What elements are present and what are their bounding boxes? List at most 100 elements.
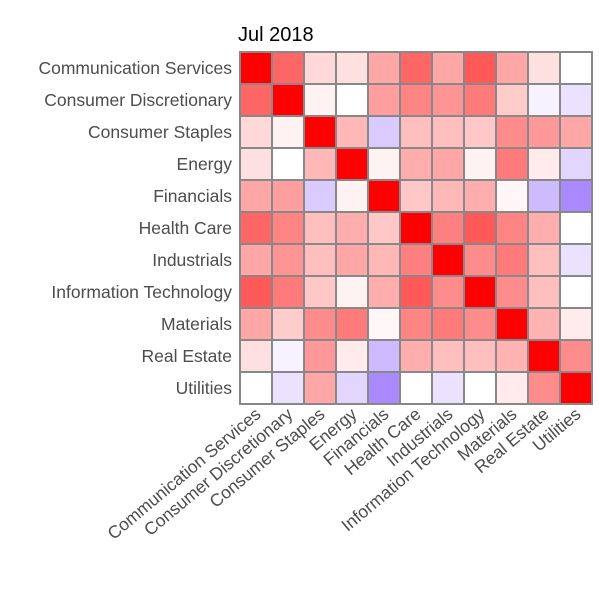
heatmap-cell-consumer-staples-x-consumer-staples xyxy=(303,115,337,149)
heatmap-cell-utilities-x-health-care xyxy=(399,371,433,405)
heatmap-cell-financials-x-energy xyxy=(335,179,369,213)
heatmap-cell-communication-services-x-industrials xyxy=(431,51,465,85)
y-tick-label-financials: Financials xyxy=(153,186,232,206)
heatmap-cell-information-technology-x-real-estate xyxy=(527,275,561,309)
heatmap-cell-consumer-staples-x-materials xyxy=(495,115,529,149)
heatmap-cell-real-estate-x-communication-services xyxy=(239,339,273,373)
heatmap-cell-consumer-discretionary-x-financials xyxy=(367,83,401,117)
heatmap-cell-materials-x-communication-services xyxy=(239,307,273,341)
y-tick-label-real-estate: Real Estate xyxy=(142,346,232,366)
heatmap-cell-communication-services-x-health-care xyxy=(399,51,433,85)
heatmap-cell-information-technology-x-information-technology xyxy=(463,275,497,309)
heatmap-cell-consumer-staples-x-real-estate xyxy=(527,115,561,149)
heatmap-cell-health-care-x-utilities xyxy=(559,211,593,245)
heatmap-cells xyxy=(239,51,593,405)
heatmap-cell-real-estate-x-financials xyxy=(367,339,401,373)
y-tick-label-industrials: Industrials xyxy=(152,250,232,270)
heatmap-cell-utilities-x-financials xyxy=(367,371,401,405)
heatmap-cell-consumer-discretionary-x-consumer-staples xyxy=(303,83,337,117)
heatmap-cell-real-estate-x-real-estate xyxy=(527,339,561,373)
heatmap-cell-industrials-x-real-estate xyxy=(527,243,561,277)
heatmap-cell-consumer-discretionary-x-energy xyxy=(335,83,369,117)
y-tick-label-information-technology: Information Technology xyxy=(51,282,232,302)
heatmap-cell-utilities-x-utilities xyxy=(559,371,593,405)
heatmap-cell-health-care-x-financials xyxy=(367,211,401,245)
heatmap-cell-financials-x-real-estate xyxy=(527,179,561,213)
heatmap-cell-materials-x-financials xyxy=(367,307,401,341)
heatmap-cell-real-estate-x-consumer-staples xyxy=(303,339,337,373)
heatmap-cell-health-care-x-energy xyxy=(335,211,369,245)
heatmap-cell-financials-x-information-technology xyxy=(463,179,497,213)
heatmap-cell-energy-x-materials xyxy=(495,147,529,181)
heatmap-cell-communication-services-x-materials xyxy=(495,51,529,85)
heatmap-cell-consumer-discretionary-x-communication-services xyxy=(239,83,273,117)
heatmap-cell-materials-x-consumer-staples xyxy=(303,307,337,341)
heatmap-cell-real-estate-x-industrials xyxy=(431,339,465,373)
heatmap-cell-real-estate-x-utilities xyxy=(559,339,593,373)
heatmap-cell-consumer-discretionary-x-materials xyxy=(495,83,529,117)
heatmap-cell-energy-x-consumer-discretionary xyxy=(271,147,305,181)
heatmap-cell-real-estate-x-energy xyxy=(335,339,369,373)
heatmap-cell-information-technology-x-consumer-discretionary xyxy=(271,275,305,309)
heatmap-cell-consumer-staples-x-utilities xyxy=(559,115,593,149)
y-tick-label-consumer-staples: Consumer Staples xyxy=(88,122,232,142)
y-tick-label-energy: Energy xyxy=(177,154,233,174)
heatmap-cell-energy-x-financials xyxy=(367,147,401,181)
heatmap-cell-industrials-x-information-technology xyxy=(463,243,497,277)
heatmap-cell-financials-x-consumer-discretionary xyxy=(271,179,305,213)
heatmap-cell-financials-x-communication-services xyxy=(239,179,273,213)
heatmap-cell-communication-services-x-energy xyxy=(335,51,369,85)
heatmap-cell-consumer-discretionary-x-information-technology xyxy=(463,83,497,117)
heatmap-cell-information-technology-x-industrials xyxy=(431,275,465,309)
x-tick-label-consumer-discretionary: Consumer Discretionary xyxy=(140,404,297,540)
heatmap-cell-industrials-x-consumer-staples xyxy=(303,243,337,277)
heatmap-cell-health-care-x-consumer-staples xyxy=(303,211,337,245)
heatmap-cell-industrials-x-energy xyxy=(335,243,369,277)
heatmap-cell-financials-x-utilities xyxy=(559,179,593,213)
heatmap-cell-communication-services-x-communication-services xyxy=(239,51,273,85)
y-axis-tick-labels: Communication Services Consumer Discretio… xyxy=(38,58,232,398)
heatmap-cell-consumer-discretionary-x-real-estate xyxy=(527,83,561,117)
heatmap-cell-health-care-x-industrials xyxy=(431,211,465,245)
heatmap-cell-information-technology-x-energy xyxy=(335,275,369,309)
heatmap-cell-communication-services-x-real-estate xyxy=(527,51,561,85)
heatmap-cell-energy-x-real-estate xyxy=(527,147,561,181)
heatmap-cell-real-estate-x-health-care xyxy=(399,339,433,373)
heatmap-cell-energy-x-information-technology xyxy=(463,147,497,181)
heatmap-cell-materials-x-information-technology xyxy=(463,307,497,341)
heatmap-cell-industrials-x-utilities xyxy=(559,243,593,277)
y-tick-label-health-care: Health Care xyxy=(139,218,232,238)
heatmap-cell-consumer-staples-x-health-care xyxy=(399,115,433,149)
heatmap-cell-utilities-x-consumer-discretionary xyxy=(271,371,305,405)
heatmap-cell-consumer-discretionary-x-industrials xyxy=(431,83,465,117)
heatmap-cell-consumer-staples-x-consumer-discretionary xyxy=(271,115,305,149)
heatmap-cell-health-care-x-health-care xyxy=(399,211,433,245)
heatmap-cell-utilities-x-communication-services xyxy=(239,371,273,405)
heatmap-cell-industrials-x-communication-services xyxy=(239,243,273,277)
heatmap-cell-materials-x-energy xyxy=(335,307,369,341)
heatmap-cell-materials-x-materials xyxy=(495,307,529,341)
heatmap-cell-real-estate-x-consumer-discretionary xyxy=(271,339,305,373)
heatmap-cell-energy-x-industrials xyxy=(431,147,465,181)
heatmap-cell-industrials-x-financials xyxy=(367,243,401,277)
heatmap-cell-consumer-staples-x-information-technology xyxy=(463,115,497,149)
heatmap-cell-materials-x-consumer-discretionary xyxy=(271,307,305,341)
y-tick-label-utilities: Utilities xyxy=(176,378,233,398)
heatmap-cell-consumer-discretionary-x-health-care xyxy=(399,83,433,117)
heatmap-cell-information-technology-x-communication-services xyxy=(239,275,273,309)
y-tick-label-communication-services: Communication Services xyxy=(38,58,232,78)
heatmap-cell-energy-x-health-care xyxy=(399,147,433,181)
heatmap-cell-energy-x-communication-services xyxy=(239,147,273,181)
heatmap-cell-financials-x-financials xyxy=(367,179,401,213)
heatmap-cell-information-technology-x-financials xyxy=(367,275,401,309)
heatmap-cell-utilities-x-real-estate xyxy=(527,371,561,405)
heatmap-cell-financials-x-industrials xyxy=(431,179,465,213)
heatmap-cell-utilities-x-materials xyxy=(495,371,529,405)
heatmap-cell-financials-x-consumer-staples xyxy=(303,179,337,213)
heatmap-cell-consumer-staples-x-industrials xyxy=(431,115,465,149)
heatmap-cell-health-care-x-information-technology xyxy=(463,211,497,245)
heatmap-cell-information-technology-x-materials xyxy=(495,275,529,309)
heatmap-cell-health-care-x-communication-services xyxy=(239,211,273,245)
